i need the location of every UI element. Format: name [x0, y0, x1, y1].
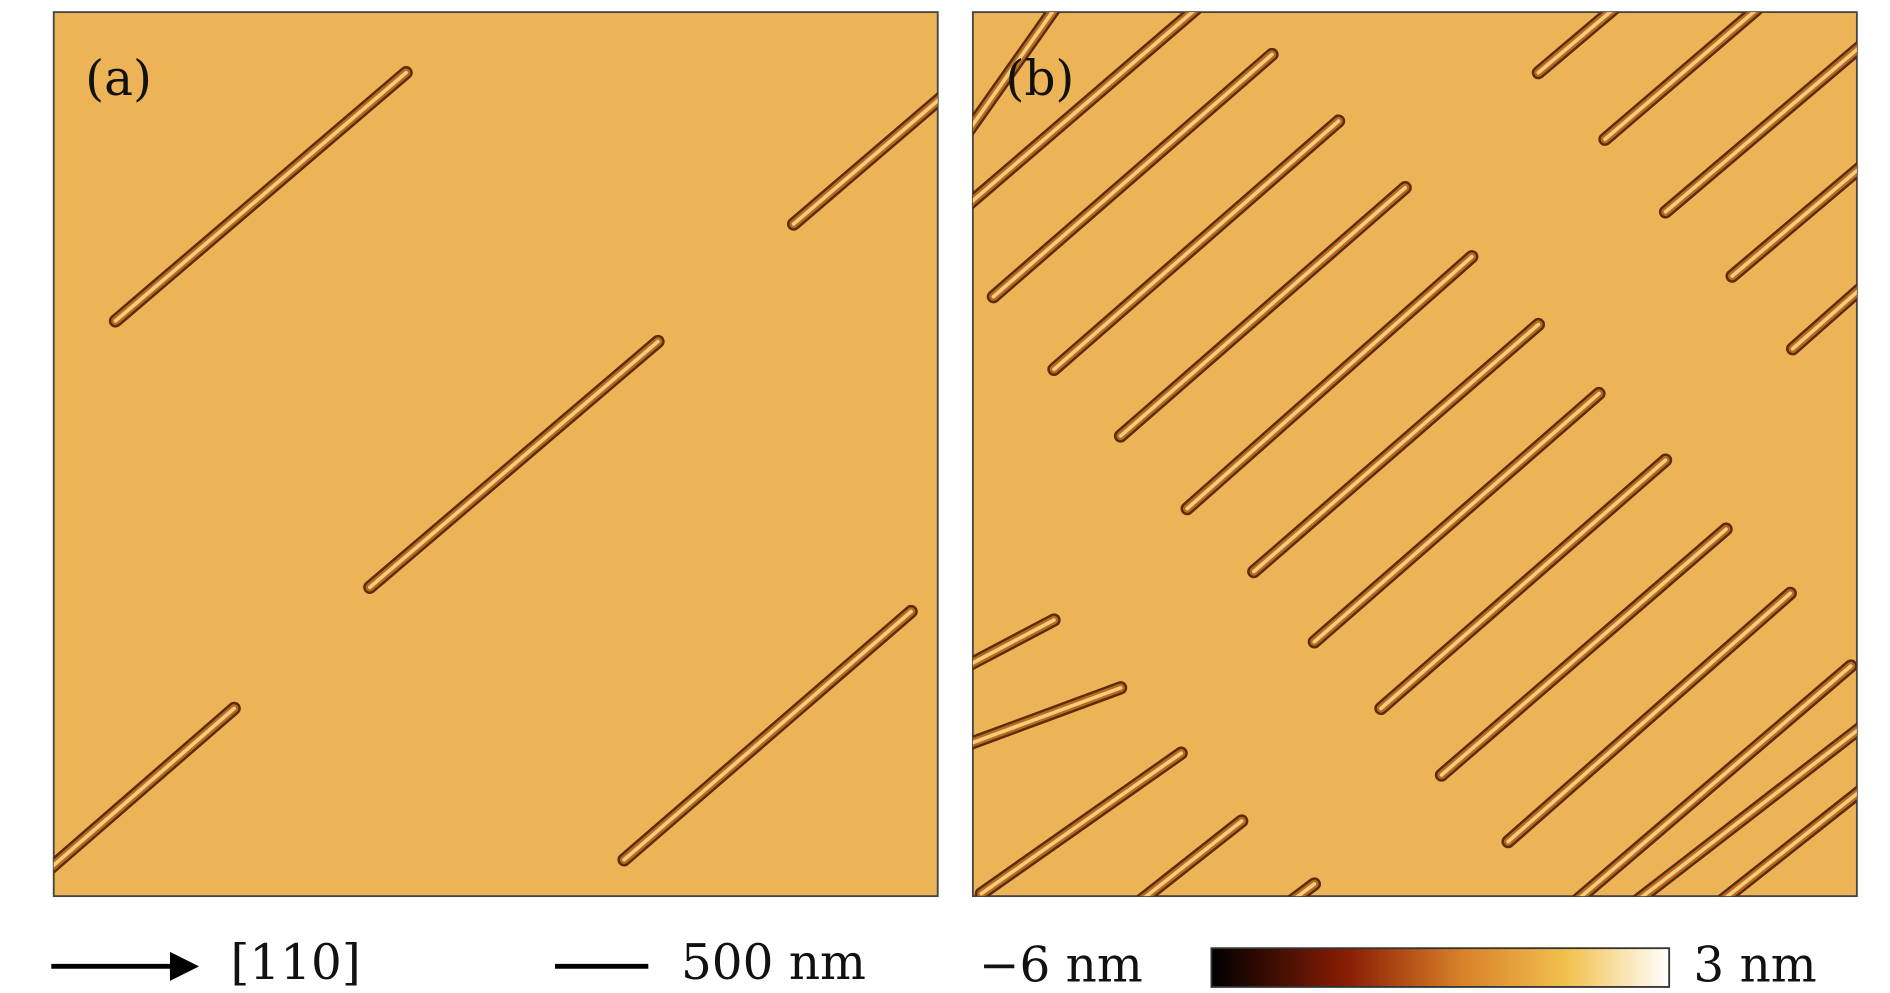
nanowire — [1052, 119, 1341, 372]
nanowire — [1379, 458, 1668, 711]
nanowire — [1185, 254, 1474, 511]
nanowire — [1790, 289, 1857, 351]
nanowire — [1251, 322, 1541, 574]
nanowires-b — [972, 12, 1857, 897]
nanowire — [1143, 819, 1244, 897]
nanowire — [979, 751, 1183, 896]
afm-panel-b — [971, 11, 1858, 898]
nanowire — [1536, 12, 1613, 75]
nanowire — [367, 339, 660, 590]
nanowire — [991, 52, 1274, 299]
colorbar-min-label: −6 nm — [979, 937, 1143, 993]
nanowire — [1312, 391, 1601, 644]
direction-label: [110] — [231, 935, 361, 991]
panel-label: (a) — [85, 51, 152, 107]
nanowire — [1730, 168, 1857, 278]
nanowire — [113, 70, 408, 323]
nanowire — [972, 686, 1123, 745]
panel-label: (b) — [1006, 51, 1075, 107]
nanowires-a — [53, 65, 938, 875]
scale-bar-label: 500 nm — [681, 935, 866, 991]
nanowire — [1724, 791, 1857, 897]
nanowire — [1603, 12, 1757, 142]
nanowire — [1439, 527, 1728, 777]
nanowire — [1578, 664, 1853, 897]
nanowire — [972, 12, 1196, 204]
nanowire — [972, 618, 1056, 665]
colorbar — [1210, 947, 1671, 988]
afm-panel-a — [52, 11, 939, 898]
colorbar-max-label: 3 nm — [1693, 937, 1816, 993]
nanowire — [1118, 185, 1407, 438]
nanowire — [622, 609, 913, 862]
nanowire — [1640, 728, 1857, 897]
nanowire — [791, 98, 938, 226]
nanowire — [1663, 47, 1857, 214]
nanowire — [1295, 882, 1317, 897]
nanowire — [53, 706, 236, 868]
nanowire — [1506, 591, 1793, 844]
nanowire — [972, 12, 1055, 128]
arrow-head — [169, 951, 200, 981]
